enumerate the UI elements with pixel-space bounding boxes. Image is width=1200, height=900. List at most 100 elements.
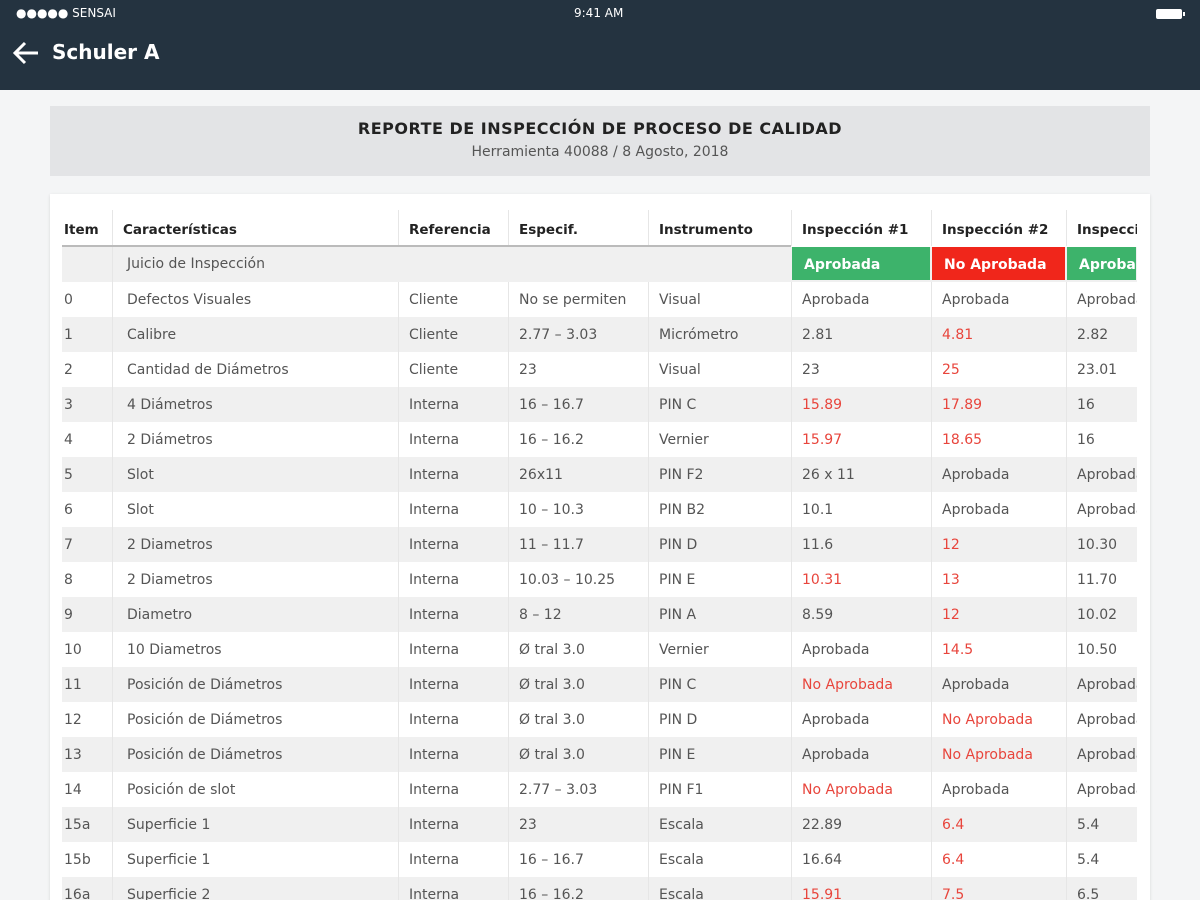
table-row: 15a Superficie 1 Interna 23 Escala 22.89 6.4 5.… <box>62 807 1137 842</box>
cell: Slot <box>112 492 398 527</box>
cell: Juicio de Inspección <box>112 247 398 282</box>
column-header: Especif. <box>508 210 648 246</box>
cell: Interna <box>398 737 508 772</box>
table-row: 9 Diametro Interna 8 – 12 PIN A 8.59 12 10.02 <box>62 597 1137 632</box>
cell: 26 x 11 <box>791 457 931 492</box>
cell: PIN B2 <box>648 492 791 527</box>
judgment-row: Juicio de Inspección Aprobada No Aprobada A… <box>62 247 1137 282</box>
cell: Defectos Visuales <box>112 282 398 317</box>
cell: No Aprobada <box>791 667 931 702</box>
report-title: REPORTE DE INSPECCIÓN DE PROCESO DE CALI… <box>357 119 843 138</box>
cell: Diametro <box>112 597 398 632</box>
cell: Vernier <box>648 422 791 457</box>
cell: 5.4 <box>1066 807 1137 842</box>
cell: 2.77 – 3.03 <box>508 772 648 807</box>
column-header: Características <box>112 210 398 246</box>
inspection-table: Item Características Referencia Especif. Ins… <box>62 210 1137 900</box>
cell: Aprobada <box>791 282 931 317</box>
judgment-badge: Aprobada <box>1067 247 1136 280</box>
cell: Interna <box>398 772 508 807</box>
table-row: 10 10 Diametros Interna Ø tral 3.0 Vernier Ap… <box>62 632 1137 667</box>
cell: Escala <box>648 807 791 842</box>
cell: 5.4 <box>1066 842 1137 877</box>
cell: Interna <box>398 877 508 900</box>
cell: 10.02 <box>1066 597 1137 632</box>
cell: 6 <box>64 502 73 518</box>
cell: Aprobada <box>931 667 1066 702</box>
cell: 15a <box>64 817 91 833</box>
cell: 4.81 <box>931 317 1066 352</box>
cell: 16 – 16.2 <box>508 877 648 900</box>
cell: 8 <box>64 572 73 588</box>
cell: 14.5 <box>931 632 1066 667</box>
cell: 7 <box>64 537 73 553</box>
table-row: 7 2 Diametros Interna 11 – 11.7 PIN D 11.6 12 1… <box>62 527 1137 562</box>
column-header: Inspección #2 <box>931 210 1066 246</box>
cell: Interna <box>398 807 508 842</box>
cell: Aprobada <box>931 457 1066 492</box>
cell: 6.4 <box>931 842 1066 877</box>
cell: PIN C <box>648 387 791 422</box>
cell: 15.89 <box>791 387 931 422</box>
table-row: 5 Slot Interna 26x11 PIN F2 26 x 11 Aprobada Ap… <box>62 457 1137 492</box>
cell: Interna <box>398 632 508 667</box>
cell: 11 – 11.7 <box>508 527 648 562</box>
cell: No Aprobada <box>791 772 931 807</box>
cell: Cliente <box>398 317 508 352</box>
cell: 10 Diametros <box>112 632 398 667</box>
cell: PIN E <box>648 737 791 772</box>
cell: Interna <box>398 387 508 422</box>
report-header: REPORTE DE INSPECCIÓN DE PROCESO DE CALI… <box>50 106 1150 176</box>
cell: Aprobada <box>931 282 1066 317</box>
cell: Cliente <box>398 282 508 317</box>
cell: 2 <box>64 362 73 378</box>
cell: Calibre <box>112 317 398 352</box>
cell: 23 <box>508 352 648 387</box>
cell: 12 <box>931 527 1066 562</box>
cell: PIN D <box>648 527 791 562</box>
cell: 15b <box>64 852 91 868</box>
table-row: 1 Calibre Cliente 2.77 – 3.03 Micrómetro 2.81… <box>62 317 1137 352</box>
cell: Superficie 1 <box>112 807 398 842</box>
nav-title: Schuler A <box>52 40 160 64</box>
cell: 5 <box>64 467 73 483</box>
clock: 9:41 AM <box>574 6 624 20</box>
cell: 2 Diametros <box>112 527 398 562</box>
table-card: Item Características Referencia Especif. Ins… <box>50 194 1150 900</box>
table-row: 4 2 Diámetros Interna 16 – 16.2 Vernier 15.97… <box>62 422 1137 457</box>
judgment-badge: No Aprobada <box>932 247 1065 280</box>
cell: 16a <box>64 887 91 900</box>
cell: 23 <box>791 352 931 387</box>
cell: 13 <box>64 747 82 763</box>
cell: Vernier <box>648 632 791 667</box>
cell: Cantidad de Diámetros <box>112 352 398 387</box>
cell: Interna <box>398 597 508 632</box>
header-rule <box>62 245 791 247</box>
cell: 16 – 16.7 <box>508 387 648 422</box>
judgment-badge: Aprobada <box>792 247 930 280</box>
cell: 18.65 <box>931 422 1066 457</box>
cell: Superficie 2 <box>112 877 398 900</box>
cell: Ø tral 3.0 <box>508 632 648 667</box>
cell: 8 – 12 <box>508 597 648 632</box>
table-row: 14 Posición de slot Interna 2.77 – 3.03 PIN … <box>62 772 1137 807</box>
cell: 15.97 <box>791 422 931 457</box>
cell: 3 <box>64 397 73 413</box>
cell: PIN F1 <box>648 772 791 807</box>
cell: PIN C <box>648 667 791 702</box>
cell: 1 <box>64 327 73 343</box>
cell: 2.82 <box>1066 317 1137 352</box>
cell: Escala <box>648 842 791 877</box>
cell: 2 Diámetros <box>112 422 398 457</box>
cell: 9 <box>64 607 73 623</box>
back-button[interactable] <box>12 40 40 66</box>
table-row: 3 4 Diámetros Interna 16 – 16.7 PIN C 15.89 17… <box>62 387 1137 422</box>
cell: 16 <box>1066 387 1137 422</box>
cell: Aprobada <box>931 492 1066 527</box>
cell: No Aprobada <box>931 702 1066 737</box>
cell: Aprobada <box>1066 702 1137 737</box>
cell: Interna <box>398 422 508 457</box>
table-row: 15b Superficie 1 Interna 16 – 16.7 Escala 16.… <box>62 842 1137 877</box>
cell: 10.50 <box>1066 632 1137 667</box>
